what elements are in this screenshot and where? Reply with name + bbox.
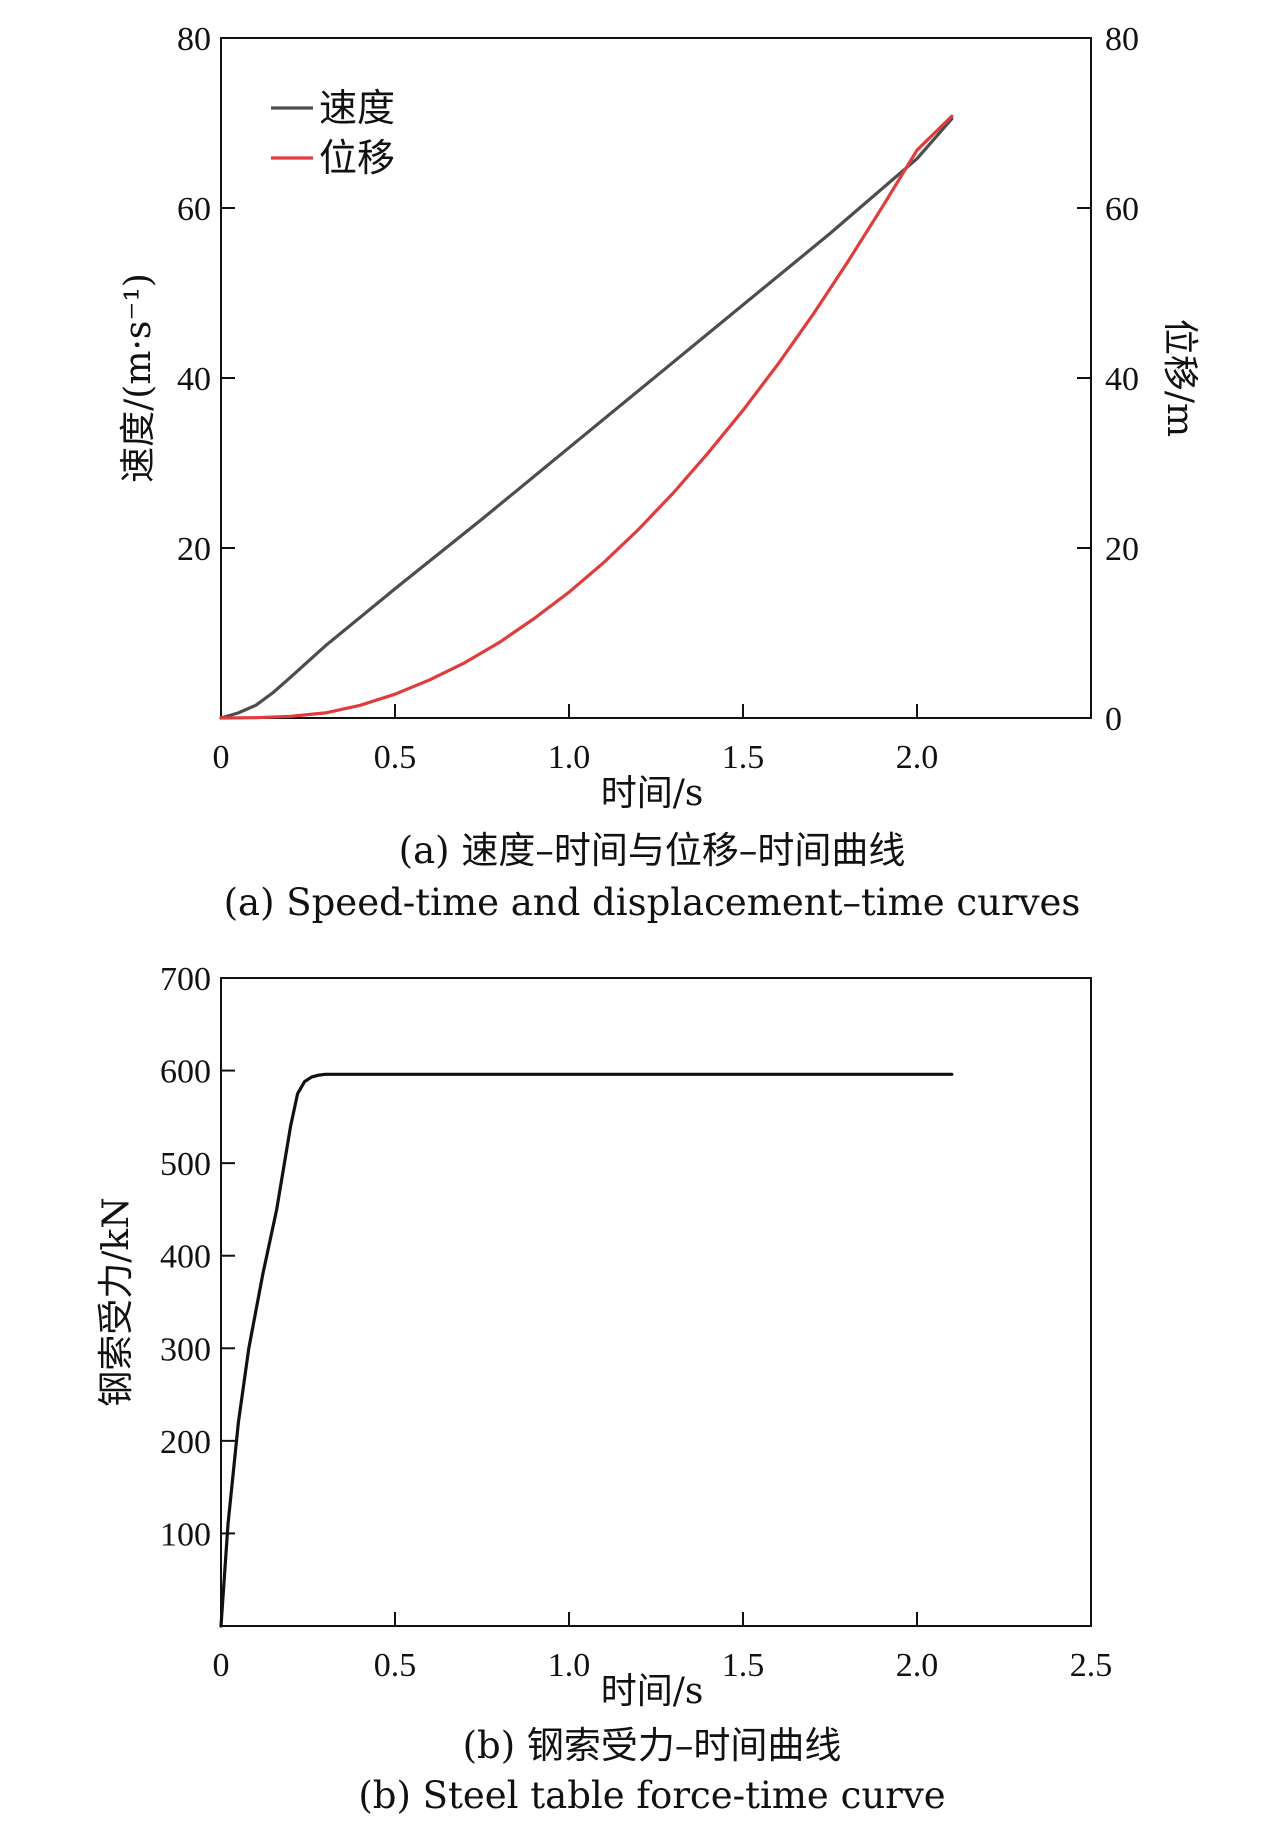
y-ticks-a: 20 40 60 80 xyxy=(177,21,235,568)
plot-frame-b xyxy=(220,977,1092,1627)
y-tick-label: 700 xyxy=(160,961,211,998)
y2-ticks-a: 0 20 40 60 80 xyxy=(1077,21,1139,738)
y-tick-label: 40 xyxy=(177,361,211,398)
y2-tick-label: 60 xyxy=(1105,191,1139,228)
caption-cn-a: (a) 速度–时间与位移–时间曲线 xyxy=(399,829,906,872)
y-tick-label: 600 xyxy=(160,1054,211,1091)
x-tick-label: 1.5 xyxy=(722,739,765,776)
y-ticks-b: 100 200 300 400 500 600 700 xyxy=(160,961,235,1553)
y2-tick-label: 0 xyxy=(1105,701,1122,738)
x-tick-label: 2.0 xyxy=(896,1647,939,1684)
force-line xyxy=(219,1072,954,1628)
y-tick-label: 200 xyxy=(160,1424,211,1461)
y-tick-label: 100 xyxy=(160,1516,211,1553)
x-tick-label: 2.5 xyxy=(1070,1647,1113,1684)
caption-en-b: (b) Steel table force-time curve xyxy=(358,1774,945,1817)
x-ticks-a: 0 0.5 1.0 1.5 2.0 xyxy=(213,704,939,776)
x-tick-label: 0 xyxy=(213,1647,230,1684)
caption-en-a: (a) Speed-time and displacement–time cur… xyxy=(224,881,1081,924)
x-tick-label: 0.5 xyxy=(374,1647,417,1684)
x-axis-label-b: 时间/s xyxy=(601,1671,704,1712)
x-tick-label: 1.0 xyxy=(548,739,591,776)
y2-tick-label: 20 xyxy=(1105,531,1139,568)
y-tick-label: 500 xyxy=(160,1146,211,1183)
y2-axis-label-a: 位移/m xyxy=(1159,319,1200,437)
legend-label: 位移 xyxy=(319,136,395,180)
series-a xyxy=(219,114,954,720)
y-axis-label-a: 速度/(m·s⁻¹) xyxy=(118,273,159,483)
x-tick-label: 0 xyxy=(213,739,230,776)
y-axis-label-b: 钢索受力/kN xyxy=(96,1197,137,1406)
y2-tick-label: 80 xyxy=(1105,21,1139,58)
y-tick-label: 60 xyxy=(177,191,211,228)
x-axis-label-a: 时间/s xyxy=(601,773,704,814)
chart-cable-force: 0 0.5 1.0 1.5 2.0 2.5 100 200 300 400 500 600 700 时… xyxy=(96,961,1112,1817)
x-tick-label: 2.0 xyxy=(896,739,939,776)
y-tick-label: 80 xyxy=(177,21,211,58)
y2-tick-label: 40 xyxy=(1105,361,1139,398)
x-tick-label: 1.0 xyxy=(548,1647,591,1684)
caption-cn-b: (b) 钢索受力–时间曲线 xyxy=(463,1724,842,1767)
y-tick-label: 20 xyxy=(177,531,211,568)
x-tick-label: 1.5 xyxy=(722,1647,765,1684)
y-tick-label: 400 xyxy=(160,1239,211,1276)
series-b xyxy=(219,1072,954,1628)
y-tick-label: 300 xyxy=(160,1331,211,1368)
x-tick-label: 0.5 xyxy=(374,739,417,776)
x-ticks-b: 0 0.5 1.0 1.5 2.0 2.5 xyxy=(213,1612,1113,1684)
displacement-line xyxy=(219,114,954,720)
speed-line xyxy=(219,117,954,720)
legend-label: 速度 xyxy=(319,86,395,130)
